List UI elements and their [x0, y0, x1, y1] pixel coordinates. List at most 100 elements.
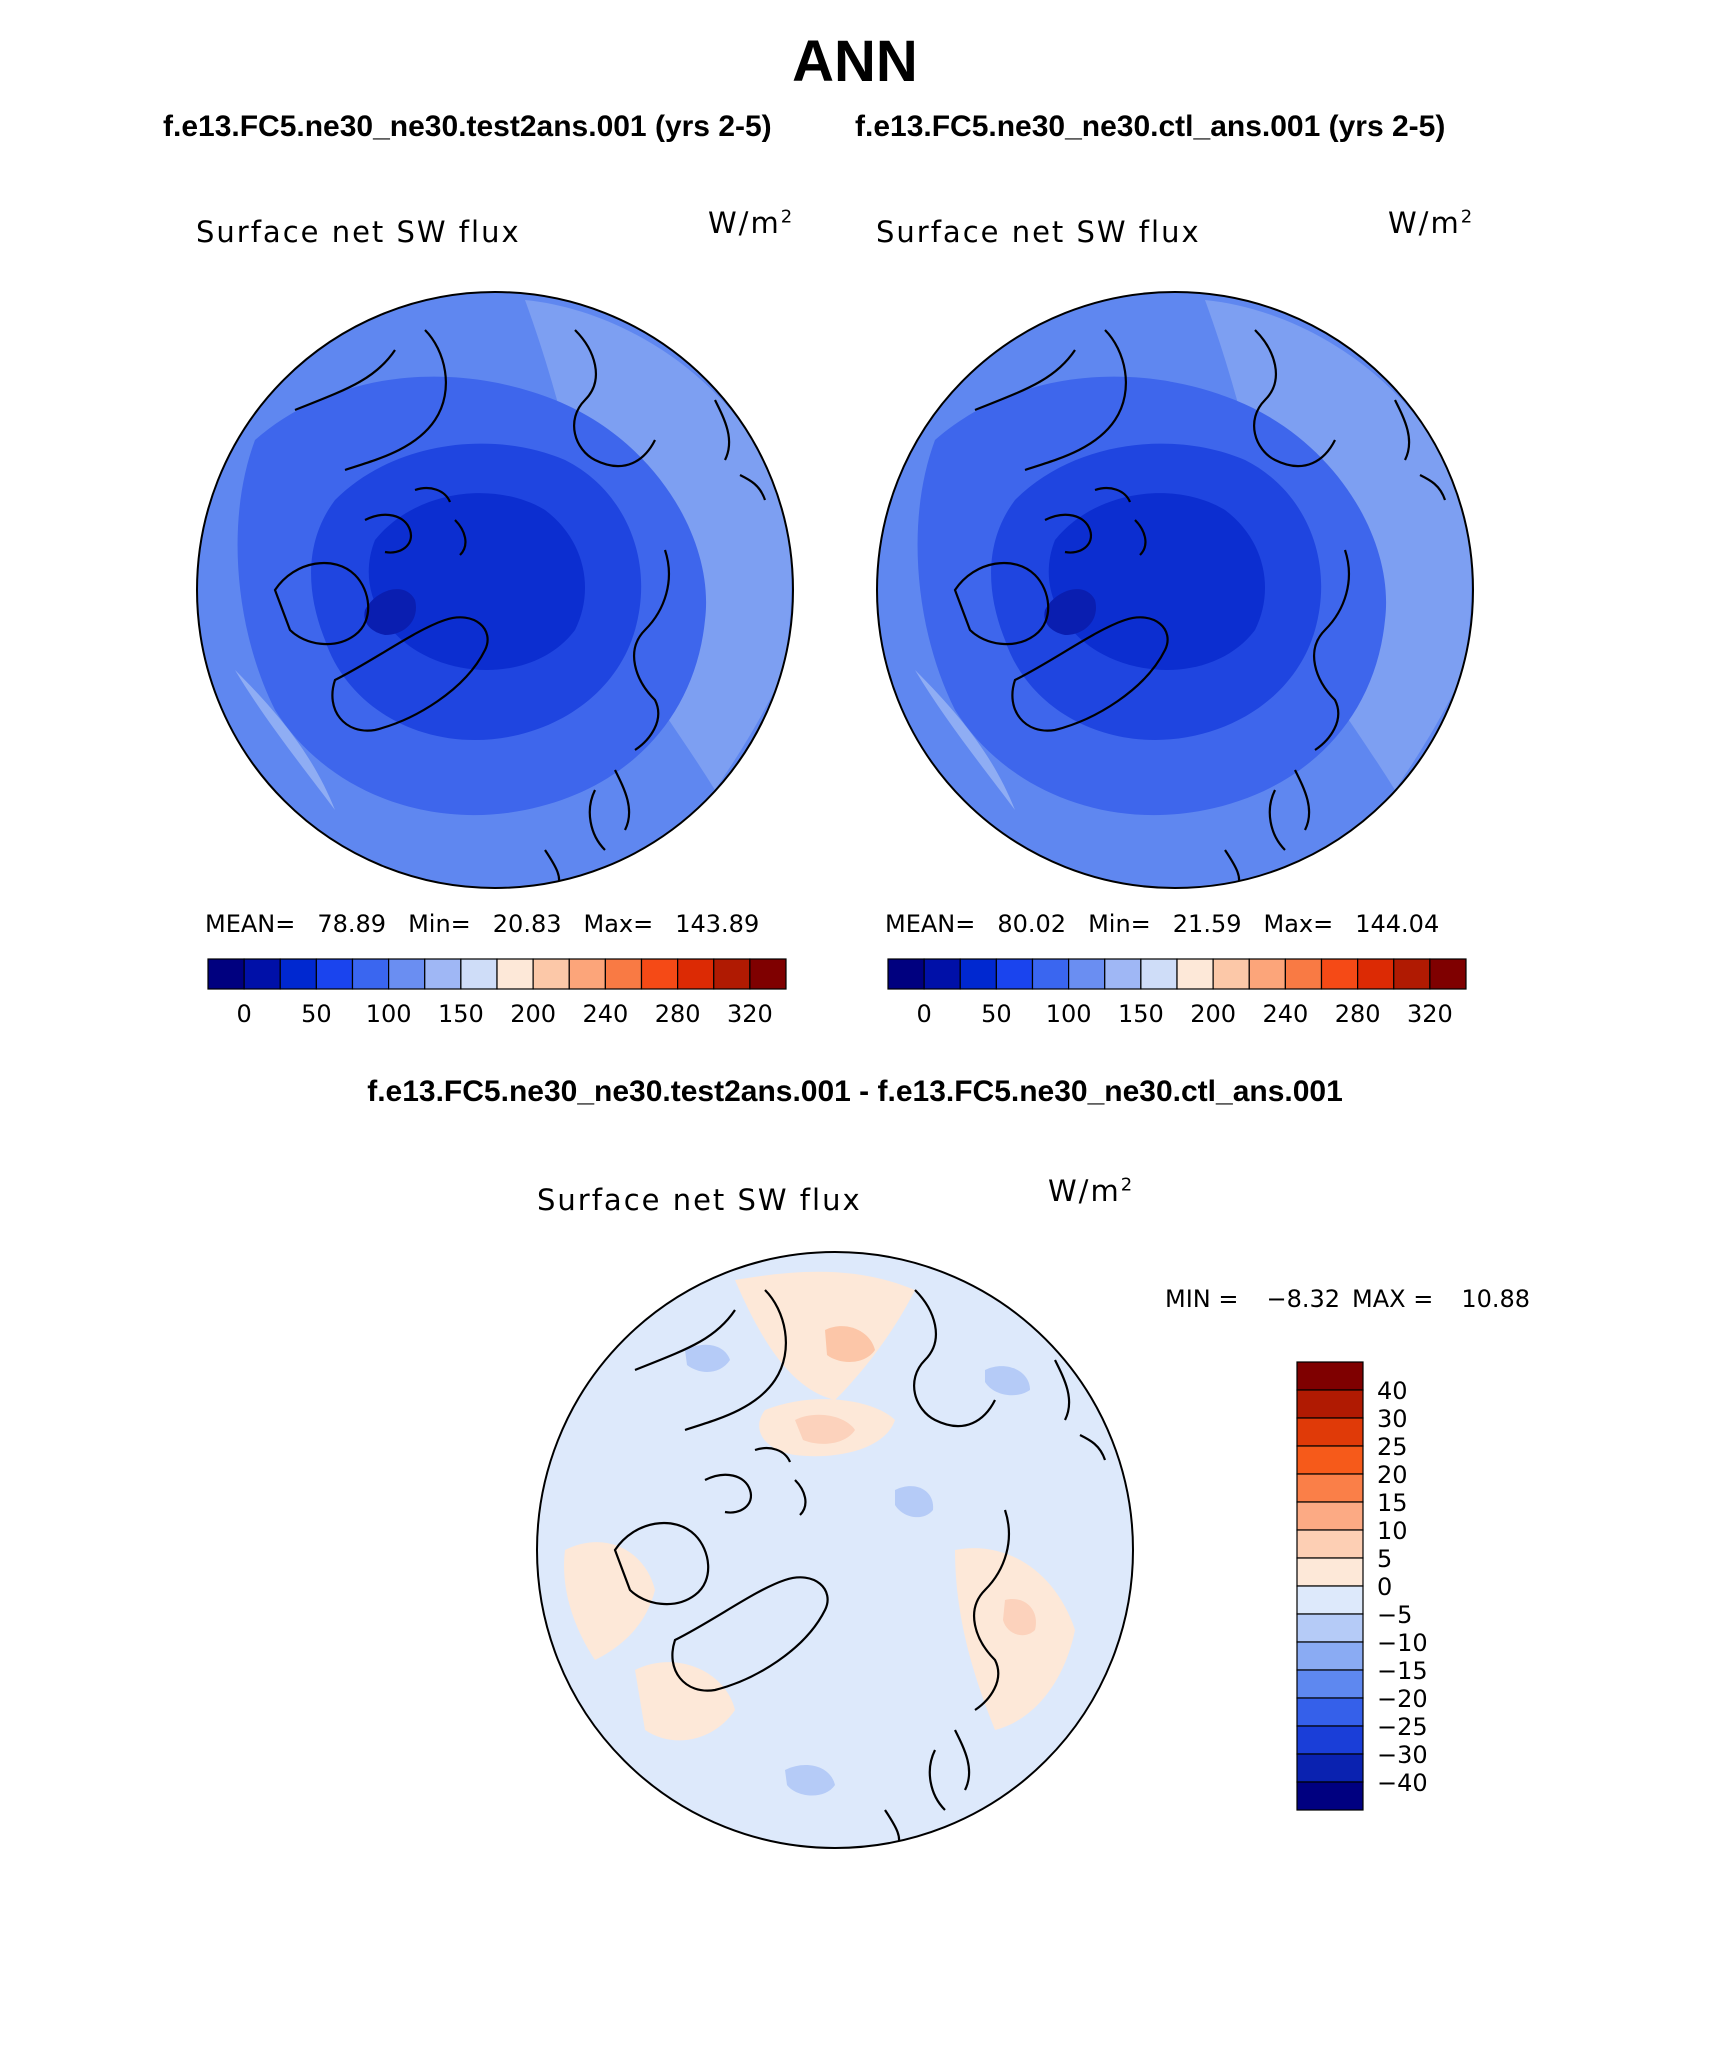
map-field-positive-1 — [735, 1271, 915, 1400]
difference-colorbar-tick-label-3: 20 — [1377, 1461, 1408, 1489]
difference-colorbar-swatch-15 — [1296, 1781, 1364, 1811]
map-field-negative-3 — [785, 1765, 835, 1796]
right-max-value: 144.04 — [1355, 910, 1440, 938]
left-colorbar-swatch-12 — [640, 958, 679, 990]
left-panel-label: Surface net SW flux — [196, 215, 521, 249]
left-colorbar-tick-label-1: 50 — [301, 1000, 332, 1028]
right-colorbar-swatch-10 — [1248, 958, 1286, 990]
map-field-positive-4 — [825, 1326, 875, 1362]
map-field-positive-8 — [635, 1662, 735, 1741]
difference-colorbar-swatch-4 — [1296, 1473, 1364, 1503]
left-colorbar-swatch-1 — [243, 958, 281, 990]
right-colorbar-swatch-9 — [1212, 958, 1250, 990]
difference-colorbar-tick-label-0: 40 — [1377, 1377, 1408, 1405]
left-colorbar-swatch-6 — [424, 958, 462, 990]
right-panel-units: W/m2 — [1388, 206, 1475, 240]
left-colorbar-swatch-9 — [532, 958, 570, 990]
map-field-min-spot — [1044, 589, 1096, 635]
left-colorbar-swatch-8 — [496, 958, 534, 990]
difference-colorbar-swatch-12 — [1296, 1697, 1364, 1727]
right-colorbar: 0 50 100 150 200 240 280 320 — [887, 958, 1467, 1028]
diff-panel-units: W/m2 — [1048, 1174, 1135, 1208]
difference-colorbar-swatch-1 — [1296, 1389, 1364, 1419]
map-field-negative-2 — [895, 1486, 934, 1518]
left-colorbar-tick-label-4: 200 — [510, 1000, 556, 1028]
map-field-light-patch — [915, 670, 1015, 810]
right-min-value: 21.59 — [1172, 910, 1242, 938]
right-case-title: f.e13.FC5.ne30_ne30.ctl_ans.001 (yrs 2-5… — [855, 110, 1446, 143]
right-colorbar-tick-label-1: 50 — [981, 1000, 1012, 1028]
diff-max-value: 10.88 — [1461, 1285, 1531, 1313]
left-panel-units: W/m2 — [708, 206, 795, 240]
left-colorbar-swatch-7 — [460, 958, 498, 990]
right-colorbar-tick-label-2: 100 — [1046, 1000, 1092, 1028]
difference-colorbar-swatch-13 — [1296, 1725, 1364, 1755]
right-colorbar-swatch-6 — [1104, 958, 1142, 990]
right-colorbar-swatch-1 — [923, 958, 961, 990]
left-polar-map — [196, 291, 794, 889]
map-coastlines — [273, 329, 767, 888]
diff-min-value: −8.32 — [1266, 1285, 1341, 1313]
difference-colorbar-tick-label-13: −30 — [1377, 1741, 1428, 1769]
right-colorbar-swatch-8 — [1176, 958, 1214, 990]
difference-polar-map — [536, 1251, 1134, 1849]
diff-stats: MIN = −8.32 MAX = 10.88 — [1165, 1285, 1531, 1313]
difference-colorbar-swatch-14 — [1296, 1753, 1364, 1783]
map-field-min-spot — [364, 589, 416, 635]
left-colorbar-swatch-3 — [315, 958, 354, 990]
difference-colorbar-swatch-0 — [1296, 1361, 1364, 1391]
left-colorbar-tick-label-6: 280 — [655, 1000, 701, 1028]
right-colorbar-tick-label-7: 320 — [1407, 1000, 1453, 1028]
difference-colorbar-tick-label-10: −15 — [1377, 1657, 1428, 1685]
right-colorbar-swatch-12 — [1320, 958, 1359, 990]
left-colorbar-tick-label-0: 0 — [236, 1000, 251, 1028]
map-field-light-patch — [235, 670, 335, 810]
right-colorbar-swatch-15 — [1429, 958, 1467, 990]
left-stats: MEAN= 78.89 Min= 20.83 Max= 143.89 — [205, 910, 760, 938]
right-colorbar-swatch-0 — [887, 958, 925, 990]
difference-colorbar-tick-label-2: 25 — [1377, 1433, 1408, 1461]
difference-colorbar-tick-label-7: 0 — [1377, 1573, 1392, 1601]
left-colorbar-tick-label-5: 240 — [582, 1000, 628, 1028]
right-colorbar-swatch-11 — [1284, 958, 1323, 990]
difference-colorbar-swatch-7 — [1296, 1557, 1364, 1587]
right-colorbar-swatch-5 — [1068, 958, 1106, 990]
map-boundary — [536, 1251, 1134, 1849]
right-stats: MEAN= 80.02 Min= 21.59 Max= 144.04 — [885, 910, 1440, 938]
right-colorbar-swatch-3 — [995, 958, 1034, 990]
right-colorbar-tick-label-5: 240 — [1262, 1000, 1308, 1028]
difference-colorbar-tick-label-5: 10 — [1377, 1517, 1408, 1545]
left-colorbar: 0 50 100 150 200 240 280 320 — [207, 958, 787, 1028]
left-min-value: 20.83 — [492, 910, 562, 938]
left-colorbar-tick-label-3: 150 — [438, 1000, 484, 1028]
difference-colorbar-tick-label-6: 5 — [1377, 1545, 1392, 1573]
map-boundary — [876, 291, 1474, 889]
right-panel-label: Surface net SW flux — [876, 215, 1201, 249]
right-colorbar-swatch-7 — [1140, 958, 1178, 990]
map-coastlines — [613, 1289, 1107, 1848]
left-colorbar-swatch-13 — [677, 958, 715, 990]
difference-colorbar-tick-label-9: −10 — [1377, 1629, 1428, 1657]
right-colorbar-tick-label-6: 280 — [1335, 1000, 1381, 1028]
difference-colorbar-tick-label-4: 15 — [1377, 1489, 1408, 1517]
map-coastlines — [953, 329, 1447, 888]
difference-colorbar-swatch-3 — [1296, 1445, 1364, 1475]
left-colorbar-swatch-15 — [749, 958, 787, 990]
right-colorbar-tick-label-3: 150 — [1118, 1000, 1164, 1028]
left-colorbar-tick-label-7: 320 — [727, 1000, 773, 1028]
map-field-positive-6 — [1003, 1599, 1036, 1636]
left-colorbar-swatch-5 — [388, 958, 426, 990]
left-max-value: 143.89 — [675, 910, 760, 938]
right-colorbar-swatch-14 — [1393, 958, 1431, 990]
difference-colorbar-swatch-5 — [1296, 1501, 1364, 1531]
right-mean-value: 80.02 — [997, 910, 1067, 938]
left-mean-value: 78.89 — [317, 910, 387, 938]
left-colorbar-swatch-10 — [568, 958, 606, 990]
left-colorbar-tick-label-2: 100 — [366, 1000, 412, 1028]
map-field-negative-1 — [685, 1344, 730, 1372]
right-colorbar-tick-label-0: 0 — [916, 1000, 931, 1028]
difference-colorbar-swatch-11 — [1296, 1669, 1364, 1699]
difference-colorbar-swatch-6 — [1296, 1529, 1364, 1559]
map-field-positive-5 — [955, 1548, 1075, 1730]
